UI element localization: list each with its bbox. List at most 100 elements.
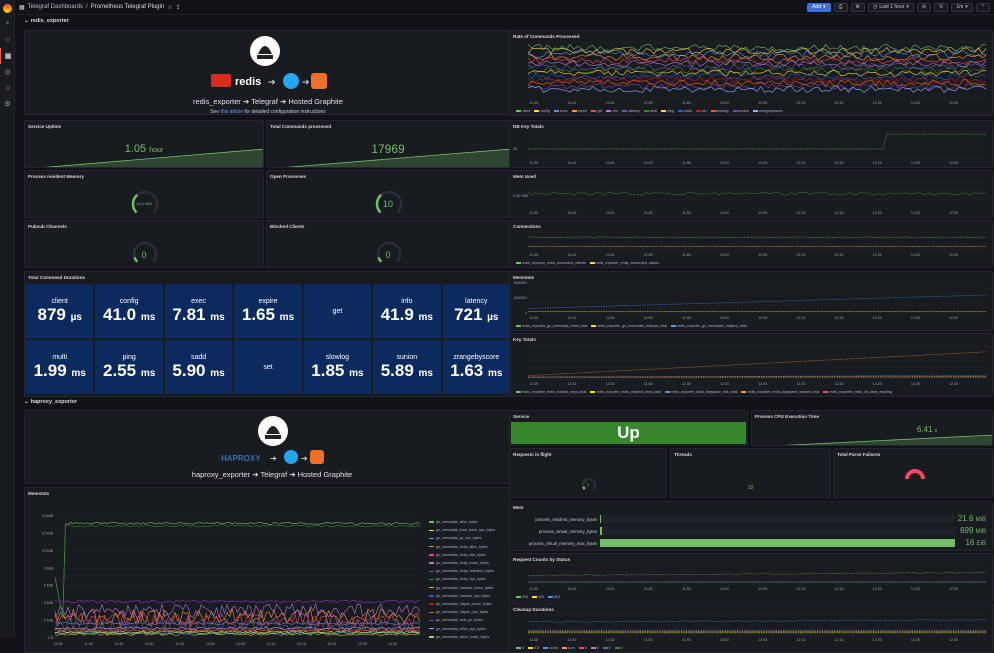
settings-icon[interactable]: ⚙ — [851, 3, 865, 12]
breadcrumb: ▦ Telegraf Dashboards / Prometheus Teleg… — [19, 4, 181, 11]
legend-item[interactable]: 0 — [579, 646, 587, 650]
legend-item[interactable]: go_memstats_heap_sys_bytes — [429, 575, 495, 583]
x-tick-label: 12:15 — [835, 638, 844, 642]
legend-item[interactable]: redis_exporter_redis_db_keys_expiring — [823, 390, 892, 394]
explore-icon[interactable]: ◎ — [0, 64, 15, 80]
search-icon[interactable]: ⌕ — [0, 16, 15, 32]
alerting-icon[interactable]: ♫ — [0, 80, 15, 96]
duration-name: info — [401, 298, 412, 305]
chart-legend: redis_exporter_redis_evicted_keys_total r… — [516, 390, 892, 394]
chevron-down-icon: ▾ — [823, 4, 826, 10]
legend-item[interactable]: 0 — [615, 646, 623, 650]
legend-item[interactable]: redis_exporter_go_memstats_mallocs_total — [671, 324, 747, 328]
service-panel: Service Up — [509, 410, 748, 446]
legend-item[interactable]: 0 — [591, 646, 599, 650]
legend-item[interactable]: go_memstats_next_gc_bytes — [429, 616, 495, 624]
legend-item[interactable]: 503 — [548, 595, 560, 599]
duration-name: sunion — [397, 354, 418, 361]
x-tick-label: 11:40 — [568, 161, 577, 165]
grafana-logo-icon[interactable] — [0, 0, 15, 16]
intro-flow-text: haproxy_exporter ➔ Telegraf ➔ Hosted Gra… — [192, 470, 352, 479]
legend-item[interactable]: redis_exporter_redis_connected_clients — [516, 261, 586, 265]
legend-item[interactable]: sadd — [678, 109, 692, 113]
legend-item[interactable]: 0.5 — [528, 646, 539, 650]
connections-icon[interactable]: ⚙ — [0, 96, 15, 112]
article-link[interactable]: this article — [220, 109, 243, 115]
legend-item[interactable]: go_memstats_heap_inuse_bytes — [429, 559, 495, 567]
series-line — [528, 352, 986, 376]
legend-item[interactable]: config — [534, 109, 550, 113]
x-tick-label: 12:10 — [796, 382, 805, 386]
legend-item[interactable]: go_memstats_mspan_inuse_bytes — [429, 600, 495, 608]
legend-item[interactable]: 0 — [516, 646, 524, 650]
legend-item[interactable]: redis_exporter_redis_expired_keys_total — [590, 390, 661, 394]
legend-item[interactable]: get — [591, 109, 602, 113]
legend-item[interactable]: latency — [622, 109, 639, 113]
x-tick-label: 12:25 — [911, 382, 920, 386]
memory-gauge — [25, 171, 264, 218]
legend-item[interactable]: go_memstats_alloc_bytes — [429, 518, 495, 526]
legend-item[interactable]: redis_exporter_redis_keyspace_hits_total — [665, 390, 737, 394]
series-line — [528, 64, 986, 71]
legend-item[interactable]: 200 — [516, 595, 528, 599]
legend-item[interactable]: redis_exporter_redis_connected_slaves — [590, 261, 660, 265]
x-tick-label: 12:00 — [720, 101, 729, 105]
legend-item[interactable]: count — [543, 646, 558, 650]
legend-item[interactable]: redis_exporter_redis_keyspace_misses_tot… — [741, 390, 819, 394]
legend-item[interactable]: sum — [562, 646, 575, 650]
legend-item[interactable]: set — [696, 109, 707, 113]
star-icon[interactable]: ☆ — [0, 32, 15, 48]
legend-item[interactable]: slowlog — [711, 109, 729, 113]
row-redis-exporter[interactable]: ⌄redis_exporter — [24, 16, 69, 26]
gauge-value: 14.4 MiB — [25, 201, 263, 206]
star-dashboard-icon[interactable]: ☆ — [167, 4, 172, 11]
x-tick-label: 11:40 — [568, 101, 577, 105]
refresh-interval[interactable]: 1m▾ — [951, 3, 972, 12]
bar-fill — [600, 515, 601, 523]
x-tick-label: 11:55 — [682, 101, 691, 105]
row-haproxy-exporter[interactable]: ⌄haproxy_exporter — [24, 397, 77, 407]
legend-item[interactable]: go_memstats_heap_idle_bytes — [429, 551, 495, 559]
legend-item[interactable]: go_memstats_buck_hash_sys_bytes — [429, 526, 495, 534]
legend-item[interactable]: go_memstats_other_sys_bytes — [429, 625, 495, 633]
legend-item[interactable]: expire — [572, 109, 588, 113]
time-picker[interactable]: ◷Last 1 hour▾ — [868, 3, 914, 12]
legend-item[interactable]: go_memstats_gc_sys_bytes — [429, 534, 495, 542]
haproxy-intro-panel: HAPROXY ➔ ➔ haproxy_exporter ➔ Telegraf … — [24, 410, 510, 484]
legend-item[interactable]: redis_exporter_go_memstats_lookups_total — [591, 324, 667, 328]
y-tick-label: 12 MiB — [42, 531, 54, 535]
legend-item[interactable]: ping — [661, 109, 674, 113]
gauge-fill — [583, 487, 584, 489]
x-tick-label: 11:35 — [529, 638, 538, 642]
x-tick-label: 11:50 — [644, 161, 653, 165]
legend-item[interactable]: sunion — [733, 109, 750, 113]
legend-item[interactable]: go_memstats_stack_inuse_bytes — [429, 633, 495, 641]
dashboard-title[interactable]: Prometheus Telegraf Plugin — [91, 4, 165, 10]
legend-item[interactable]: go_memstats_mcache_sys_bytes — [429, 592, 495, 600]
x-tick-label: 11:35 — [529, 382, 538, 386]
share-icon[interactable]: ⇪ — [176, 4, 181, 11]
legend-item[interactable]: info — [606, 109, 618, 113]
legend-item[interactable]: go_memstats_heap_released_bytes — [429, 567, 495, 575]
breadcrumb-folder[interactable]: Telegraf Dashboards — [28, 4, 83, 10]
legend-item[interactable]: 300 — [532, 595, 544, 599]
legend-item[interactable]: exec — [554, 109, 568, 113]
legend-item[interactable]: go_memstats_mspan_sys_bytes — [429, 608, 495, 616]
x-tick-label: 12:00 — [720, 638, 729, 642]
legend-item[interactable]: 0 — [603, 646, 611, 650]
collapse-icon[interactable]: ⌃ — [976, 3, 990, 12]
legend-item[interactable]: multi — [644, 109, 658, 113]
legend-item[interactable]: client — [516, 109, 530, 113]
legend-item[interactable]: zrangebyscore — [753, 109, 783, 113]
legend-item[interactable]: go_memstats_heap_alloc_bytes — [429, 543, 495, 551]
legend-item[interactable]: redis_exporter_go_memstats_frees_total — [516, 324, 587, 328]
refresh-button[interactable]: ↻ — [934, 3, 948, 12]
legend-item[interactable]: go_memstats_mcache_inuse_bytes — [429, 584, 495, 592]
add-button[interactable]: Add▾ — [807, 3, 830, 12]
zoom-out-icon[interactable]: ⊖ — [917, 3, 931, 12]
legend-item[interactable]: redis_exporter_redis_evicted_keys_total — [516, 390, 586, 394]
save-icon[interactable]: ⎙ — [834, 3, 848, 12]
dashboards-icon[interactable]: ▦ — [0, 48, 15, 64]
